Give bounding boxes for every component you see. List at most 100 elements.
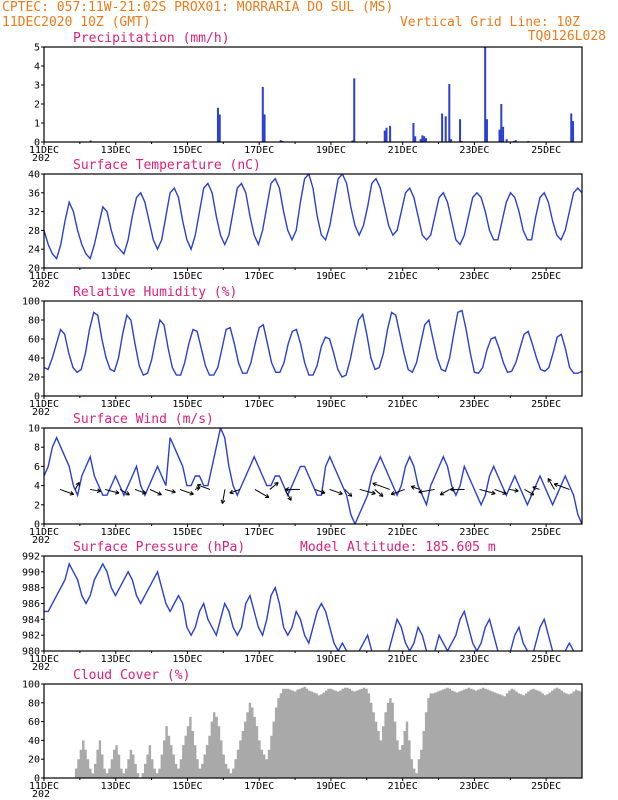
precip-bar xyxy=(514,140,517,142)
temp-ytick-label: 40 xyxy=(28,170,40,181)
wind-arrow-head xyxy=(75,481,80,487)
wind-arrow-shaft xyxy=(547,478,555,490)
precip-bar xyxy=(459,119,462,142)
press-xtick-label: 21DEC xyxy=(388,654,418,665)
rh-plot xyxy=(44,309,582,378)
wind-arrow xyxy=(179,488,194,496)
wind-xtick-label: 19DEC xyxy=(316,527,346,538)
precip-bar xyxy=(419,139,422,142)
precip-bar xyxy=(423,136,426,142)
wind-arrow xyxy=(74,481,80,490)
precip-ytick-label: 4 xyxy=(34,62,40,73)
wind-arrow xyxy=(390,488,405,496)
wind-ytick-label: 0 xyxy=(34,520,40,531)
wind-xtick-label: 17DEC xyxy=(244,527,274,538)
rh-year-label: 202 xyxy=(32,407,50,418)
wind-arrow-head xyxy=(274,482,279,487)
wind-arrow xyxy=(90,488,102,494)
wind-arrow-shaft xyxy=(440,489,450,496)
wind-arrow-head xyxy=(125,491,130,496)
wind-arrow-head xyxy=(514,488,519,493)
temp-xtick-label: 23DEC xyxy=(459,271,489,282)
temp-xtick-label: 21DEC xyxy=(388,271,418,282)
header-grid-note: Vertical Grid Line: 10Z xyxy=(400,15,580,30)
rh-ytick-label: 80 xyxy=(28,316,40,327)
wind-arrow-head xyxy=(378,492,384,497)
wind-arrow-shaft xyxy=(374,489,384,497)
temp-ytick-label: 20 xyxy=(28,264,40,275)
cloud-year-label: 202 xyxy=(32,789,50,800)
press-year-label: 202 xyxy=(32,662,50,673)
temp-ytick-label: 24 xyxy=(28,245,40,256)
press-ytick-label: 982 xyxy=(22,631,40,642)
wind-arrow-shaft xyxy=(284,489,292,501)
wind-arrow xyxy=(479,488,496,496)
cloud-ytick-label: 60 xyxy=(28,717,40,728)
wind-arrow-shaft xyxy=(90,488,101,492)
precip-xtick-label: 15DEC xyxy=(172,145,202,156)
wind-arrow xyxy=(374,489,384,497)
cloud-frame xyxy=(43,683,583,779)
precip-ytick-label: 0 xyxy=(34,138,40,149)
wind-arrow xyxy=(439,489,450,496)
precip-bar xyxy=(279,140,282,142)
press-xtick-label: 13DEC xyxy=(101,654,131,665)
wind-arrow-head xyxy=(69,491,75,496)
precip-bar xyxy=(505,139,508,142)
wind-arrow xyxy=(254,489,270,499)
wind-arrow-head xyxy=(157,491,162,496)
press-ytick-label: 986 xyxy=(22,599,40,610)
wind-title: Surface Wind (m/s) xyxy=(73,412,214,427)
rh-frame xyxy=(43,300,583,397)
wind-arrow-shaft xyxy=(372,482,390,490)
wind-arrow-head xyxy=(449,487,454,492)
rh-xtick-label: 17DEC xyxy=(244,399,274,410)
wind-arrow-shaft xyxy=(104,488,120,494)
precip-ytick-label: 5 xyxy=(34,43,40,54)
wind-xtick-label: 23DEC xyxy=(459,527,489,538)
press-frame xyxy=(43,555,583,652)
wind-arrow xyxy=(547,478,555,490)
press-xtick-label: 25DEC xyxy=(531,654,561,665)
precip-frame xyxy=(43,46,583,143)
header: CPTEC: 057:11W-21:02S PROX01: MORRARIA D… xyxy=(2,0,606,44)
precip-ytick-label: 3 xyxy=(34,81,40,92)
cloud-ytick-label: 0 xyxy=(34,774,40,785)
wind-arrow-head xyxy=(264,493,270,499)
temp-panel: 11DEC 13DEC 15DEC 17DEC 19DEC 21DEC 23DEC 25DEC… xyxy=(28,158,583,290)
wind-arrow-shaft xyxy=(359,488,376,495)
precip-bar xyxy=(424,138,427,142)
wind-arrow xyxy=(220,489,226,504)
wind-arrow-head xyxy=(171,489,176,494)
wind-arrow-shaft xyxy=(418,488,435,493)
wind-arrow-shaft xyxy=(164,488,176,493)
wind-arrow-head xyxy=(418,489,423,495)
cloud-ytick-label: 100 xyxy=(22,680,40,691)
wind-arrow-head xyxy=(287,496,292,501)
wind-xtick-label: 11DEC xyxy=(29,527,59,538)
header-run-id: TQ0126L028 xyxy=(528,29,606,44)
wind-arrow-shaft xyxy=(179,488,194,495)
cloud-xtick-label: 19DEC xyxy=(316,781,346,792)
wind-arrow-shaft xyxy=(411,485,420,490)
wind-ytick-label: 2 xyxy=(34,500,40,511)
wind-arrow-shaft xyxy=(344,489,353,497)
cloud-area xyxy=(44,686,582,778)
precip-bar xyxy=(570,113,573,142)
precip-bar xyxy=(572,121,575,142)
wind-ytick-label: 4 xyxy=(34,481,40,492)
wind-arrow xyxy=(59,488,75,496)
wind-arrow-head xyxy=(532,485,537,491)
precip-bar xyxy=(353,78,356,142)
temp-xtick-label: 13DEC xyxy=(101,271,131,282)
wind-arrow-shaft xyxy=(524,489,535,496)
rh-xtick-label: 25DEC xyxy=(531,399,561,410)
wind-arrow-head xyxy=(189,491,194,496)
precip-bar xyxy=(444,116,447,142)
wind-arrow xyxy=(164,488,176,494)
press-annotation: Model Altitude: 185.605 m xyxy=(300,540,496,555)
precip-bar xyxy=(448,84,451,142)
rh-panel: 11DEC 13DEC 15DEC 17DEC 19DEC 21DEC 23DEC 25DEC… xyxy=(22,285,583,418)
precip-bar xyxy=(414,136,417,142)
